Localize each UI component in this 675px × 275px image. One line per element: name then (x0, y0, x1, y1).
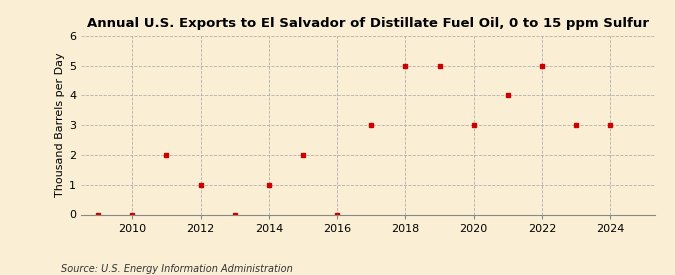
Y-axis label: Thousand Barrels per Day: Thousand Barrels per Day (55, 53, 65, 197)
Title: Annual U.S. Exports to El Salvador of Distillate Fuel Oil, 0 to 15 ppm Sulfur: Annual U.S. Exports to El Salvador of Di… (87, 17, 649, 31)
Text: Source: U.S. Energy Information Administration: Source: U.S. Energy Information Administ… (61, 264, 292, 274)
